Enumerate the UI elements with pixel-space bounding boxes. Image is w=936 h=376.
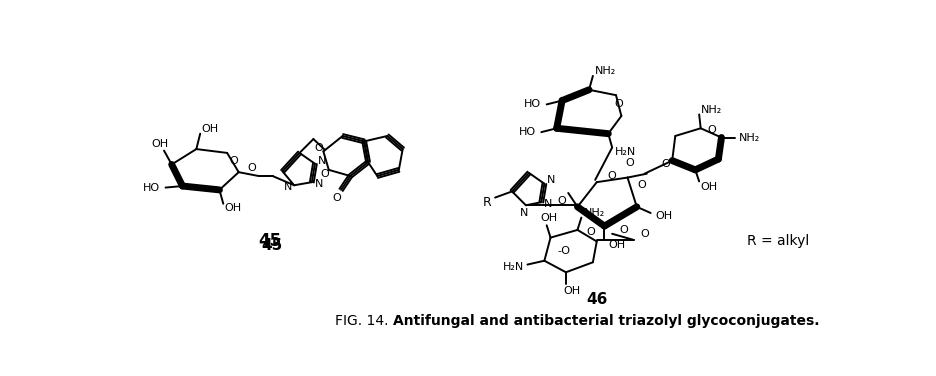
Text: O: O [229, 156, 238, 165]
Text: NH₂: NH₂ [701, 105, 722, 115]
Text: OH: OH [563, 286, 580, 296]
Text: O: O [637, 180, 646, 190]
Text: Antifungal and antibacterial triazolyl glycoconjugates.: Antifungal and antibacterial triazolyl g… [393, 314, 819, 328]
Text: O: O [314, 143, 323, 153]
Text: NH₂: NH₂ [739, 132, 760, 143]
Text: N: N [544, 199, 552, 209]
Text: OH: OH [201, 124, 219, 134]
Text: O: O [558, 196, 566, 206]
Text: N: N [317, 156, 326, 165]
Text: H₂N: H₂N [615, 147, 636, 157]
Text: N: N [548, 175, 555, 185]
Text: O: O [708, 125, 717, 135]
Text: NH₂: NH₂ [595, 66, 617, 76]
Text: O: O [607, 171, 617, 181]
Text: OH: OH [225, 203, 241, 213]
Text: OH: OH [701, 182, 718, 192]
Text: HO: HO [519, 127, 536, 137]
Text: N: N [314, 179, 323, 189]
Text: -O: -O [558, 247, 571, 256]
Text: OH: OH [608, 240, 625, 250]
Text: R = alkyl: R = alkyl [747, 235, 809, 249]
Text: HO: HO [143, 183, 160, 193]
Text: 45: 45 [258, 232, 281, 250]
Text: N: N [520, 208, 529, 218]
Text: 46: 46 [586, 292, 607, 307]
Text: 45: 45 [261, 238, 283, 253]
Text: OH: OH [540, 212, 558, 223]
Text: FIG. 14.: FIG. 14. [335, 314, 393, 328]
Text: O: O [247, 163, 256, 173]
Text: O: O [320, 169, 329, 179]
Text: O: O [614, 99, 622, 109]
Text: O: O [625, 158, 635, 168]
Text: O: O [332, 193, 341, 203]
Text: O: O [640, 229, 649, 239]
Text: OH: OH [152, 139, 168, 149]
Text: O: O [662, 159, 670, 170]
Text: OH: OH [655, 211, 672, 221]
Text: NH₂: NH₂ [584, 208, 605, 218]
Text: R: R [483, 196, 491, 209]
Text: HO: HO [524, 99, 541, 109]
Text: H₂N: H₂N [503, 262, 524, 272]
Text: O: O [586, 227, 595, 237]
Text: O: O [620, 225, 628, 235]
Text: N: N [284, 182, 292, 192]
